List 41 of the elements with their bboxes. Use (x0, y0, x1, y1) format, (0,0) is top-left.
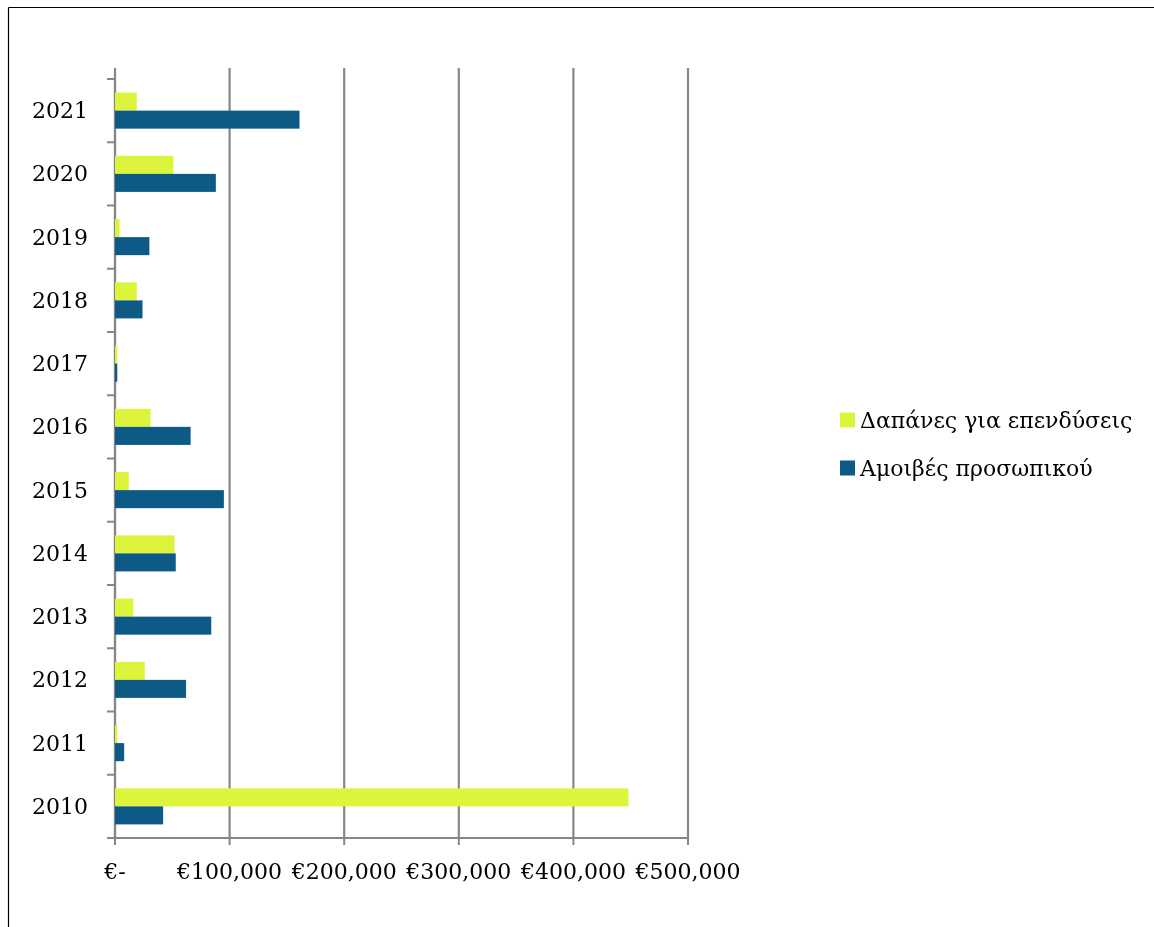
bar (115, 490, 224, 509)
bar (115, 806, 164, 825)
bar (115, 173, 216, 192)
bar (115, 110, 300, 129)
bar (115, 679, 187, 698)
bar (115, 155, 174, 174)
bar (115, 237, 150, 256)
bar (115, 616, 212, 635)
bar (115, 472, 129, 491)
y-tick-label: 2012 (32, 667, 88, 693)
bar (115, 300, 143, 319)
bar (115, 661, 145, 680)
y-tick-label: 2016 (32, 414, 88, 440)
bar (115, 553, 176, 572)
bar (115, 219, 120, 238)
y-tick-label: 2021 (32, 98, 88, 124)
y-tick-label: 2020 (32, 161, 88, 187)
x-tick-label: €200,000 (290, 859, 397, 884)
y-tick-label: 2018 (32, 287, 88, 313)
bar (115, 408, 151, 427)
y-tick-label: 2014 (32, 540, 88, 566)
y-tick-label: 2019 (32, 224, 88, 250)
bar (115, 598, 134, 617)
x-tick-label: €- (103, 859, 126, 884)
x-tick-label: €300,000 (405, 859, 512, 884)
legend-label: Αμοιβές προσωπικού (859, 456, 1093, 481)
bar (115, 535, 175, 554)
y-tick-label: 2011 (32, 730, 88, 756)
x-tick-label: €400,000 (519, 859, 626, 884)
y-tick-label: 2015 (32, 477, 88, 503)
x-tick-label: €500,000 (634, 859, 741, 884)
bar (115, 92, 137, 111)
y-tick-label: 2013 (32, 604, 88, 630)
x-tick-label: €100,000 (176, 859, 283, 884)
bar (115, 743, 125, 762)
y-tick-label: 2010 (32, 793, 88, 819)
bar (115, 426, 191, 445)
legend-label: Δαπάνες για επενδύσεις (860, 408, 1133, 433)
y-tick-label: 2017 (32, 351, 88, 377)
bar (115, 788, 629, 807)
bar (115, 282, 137, 301)
